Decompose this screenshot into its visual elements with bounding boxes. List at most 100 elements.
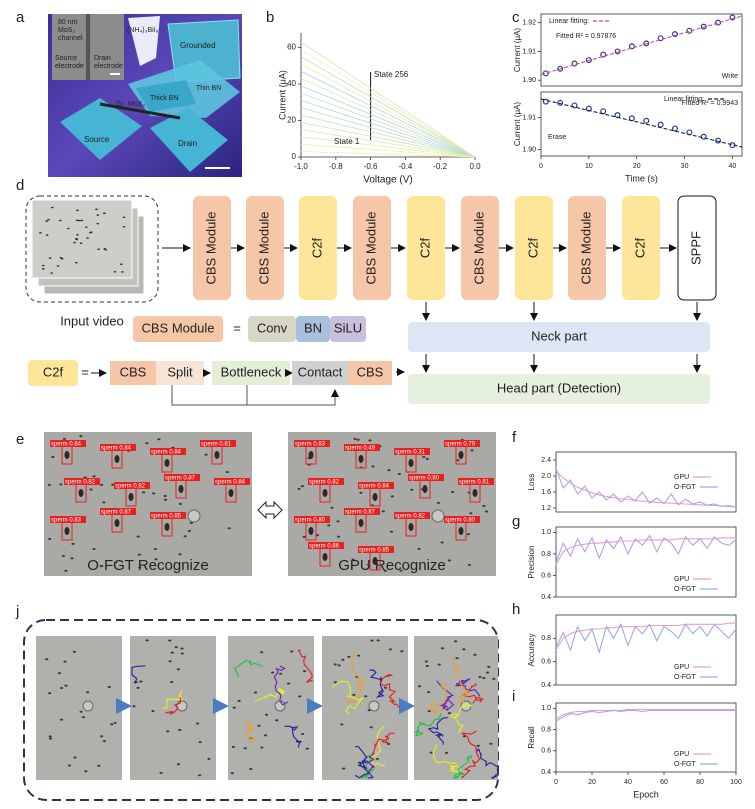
detection-label: sperm 0.81	[201, 441, 232, 447]
cell	[470, 449, 474, 452]
cell	[139, 680, 143, 683]
trajectory	[297, 649, 313, 683]
trajectory	[427, 717, 448, 745]
cell	[337, 664, 341, 667]
data-point	[600, 108, 607, 115]
annotation: Thick BN	[150, 95, 178, 102]
cell	[168, 639, 172, 642]
y-axis-label: Precision	[527, 546, 536, 579]
cell	[366, 563, 371, 566]
cell	[263, 734, 268, 737]
detection-tag	[308, 542, 344, 549]
cell	[253, 691, 258, 694]
cell	[73, 756, 77, 759]
cell	[425, 664, 429, 667]
legend-label: GPU	[674, 664, 689, 671]
cell	[204, 453, 208, 456]
cell	[356, 438, 360, 441]
cell	[444, 751, 449, 754]
cell	[64, 569, 68, 572]
data-point	[585, 105, 592, 112]
cell	[113, 721, 117, 724]
series-line	[300, 56, 476, 158]
cell	[249, 768, 253, 771]
cell	[300, 485, 304, 488]
y-tick-label: 0.6	[541, 748, 551, 755]
data-point	[571, 102, 578, 109]
legend-label: O-FGT	[674, 586, 696, 593]
series-line	[300, 100, 476, 158]
sperm	[322, 489, 328, 497]
speck	[97, 248, 101, 251]
cell	[260, 746, 264, 749]
detection-tag	[308, 478, 344, 485]
cell	[178, 553, 182, 556]
detection-tag	[150, 448, 186, 455]
cell	[410, 488, 414, 491]
x-tick-label: -0.2	[433, 162, 447, 171]
cell	[153, 547, 158, 550]
panel-label: c	[512, 9, 520, 26]
module-label: CBS Module	[363, 212, 378, 285]
y-tick-label: 0.8	[541, 726, 551, 733]
detection-label: sperm 0.79	[445, 441, 476, 447]
equals: =	[81, 364, 89, 379]
legend-label: GPU	[674, 751, 689, 758]
cell	[232, 706, 236, 709]
cell	[84, 770, 88, 773]
speck	[80, 219, 84, 222]
detection-tag	[444, 516, 480, 523]
module-box	[515, 196, 553, 300]
cell	[110, 723, 114, 726]
series-line	[555, 622, 737, 655]
part-label: Contact	[298, 364, 343, 379]
y-tick-label: 0.4	[541, 594, 551, 601]
sperm	[372, 493, 378, 501]
cell	[176, 700, 188, 712]
trajectory	[414, 713, 442, 737]
detection-tag	[50, 516, 86, 523]
cell	[132, 705, 136, 708]
speck	[47, 218, 50, 221]
cell	[390, 495, 395, 498]
part-label: BN	[304, 320, 322, 335]
series-line	[555, 534, 737, 563]
annotation: electrode	[55, 63, 84, 70]
detection-label: sperm 0.87	[345, 509, 376, 515]
speck	[41, 268, 45, 270]
cell	[85, 691, 90, 694]
data-point	[557, 65, 564, 72]
part-label: Conv	[257, 320, 288, 335]
y-tick-label: 0.4	[541, 769, 551, 776]
cell	[370, 639, 374, 642]
cell	[63, 660, 67, 663]
cell	[388, 648, 393, 651]
speck	[59, 256, 63, 259]
sperm	[178, 485, 184, 493]
data-point	[643, 40, 650, 47]
cell	[450, 491, 455, 494]
detection-label: sperm 0.49	[345, 445, 376, 451]
speck	[119, 263, 123, 266]
series-line	[555, 708, 736, 720]
y-tick-label: 2.4	[541, 457, 551, 464]
cell	[399, 569, 403, 572]
cell	[145, 442, 149, 445]
cell	[336, 535, 341, 538]
module-box	[622, 196, 660, 300]
sperm	[308, 451, 314, 459]
speck	[50, 272, 54, 274]
cell	[330, 506, 334, 509]
cell	[315, 534, 320, 537]
cell	[260, 651, 264, 654]
sperm	[408, 459, 414, 467]
panel-label: a	[16, 9, 25, 26]
annotation: Grounded	[180, 41, 216, 50]
series-line	[300, 114, 476, 158]
cell	[82, 700, 94, 712]
speck	[122, 225, 126, 228]
cell	[152, 492, 156, 495]
module-label: SPPF	[688, 231, 703, 265]
data-point	[715, 137, 722, 144]
cell	[340, 723, 344, 726]
